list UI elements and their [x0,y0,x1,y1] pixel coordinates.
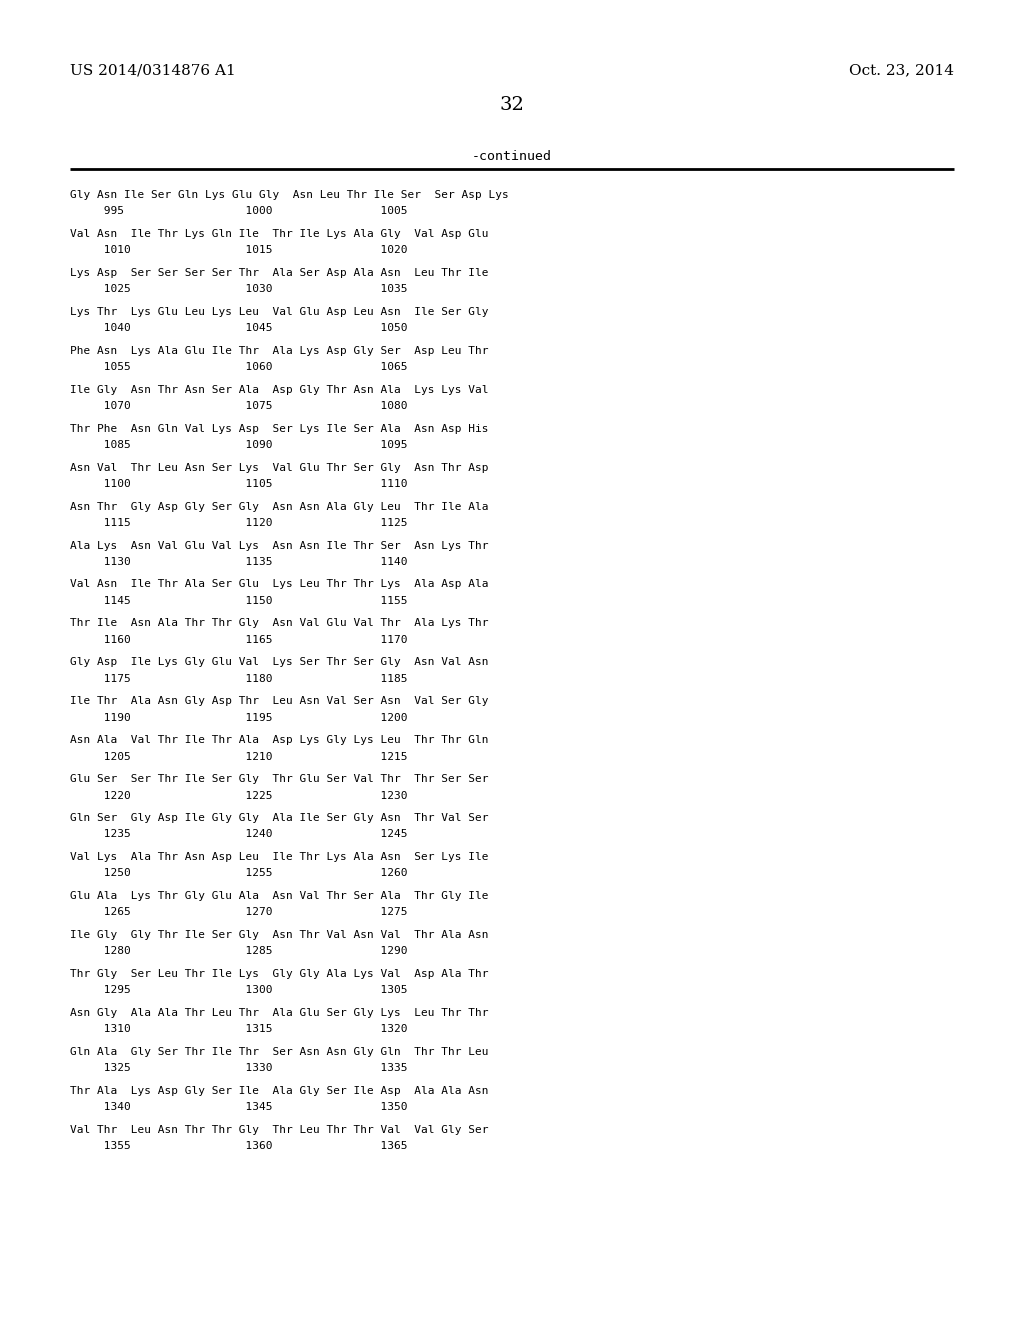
Text: Ile Gly  Gly Thr Ile Ser Gly  Asn Thr Val Asn Val  Thr Ala Asn: Ile Gly Gly Thr Ile Ser Gly Asn Thr Val … [70,929,488,940]
Text: 1055                 1060                1065: 1055 1060 1065 [70,362,408,372]
Text: 1265                 1270                1275: 1265 1270 1275 [70,907,408,917]
Text: Lys Thr  Lys Glu Leu Lys Leu  Val Glu Asp Leu Asn  Ile Ser Gly: Lys Thr Lys Glu Leu Lys Leu Val Glu Asp … [70,306,488,317]
Text: 1235                 1240                1245: 1235 1240 1245 [70,829,408,840]
Text: Asn Gly  Ala Ala Thr Leu Thr  Ala Glu Ser Gly Lys  Leu Thr Thr: Asn Gly Ala Ala Thr Leu Thr Ala Glu Ser … [70,1007,488,1018]
Text: Val Asn  Ile Thr Lys Gln Ile  Thr Ile Lys Ala Gly  Val Asp Glu: Val Asn Ile Thr Lys Gln Ile Thr Ile Lys … [70,230,488,239]
Text: 1325                 1330                1335: 1325 1330 1335 [70,1063,408,1073]
Text: 1130                 1135                1140: 1130 1135 1140 [70,557,408,566]
Text: Val Thr  Leu Asn Thr Thr Gly  Thr Leu Thr Thr Val  Val Gly Ser: Val Thr Leu Asn Thr Thr Gly Thr Leu Thr … [70,1125,488,1135]
Text: 1280                 1285                1290: 1280 1285 1290 [70,946,408,956]
Text: 1310                 1315                1320: 1310 1315 1320 [70,1024,408,1034]
Text: 1040                 1045                1050: 1040 1045 1050 [70,323,408,333]
Text: 1250                 1255                1260: 1250 1255 1260 [70,869,408,878]
Text: Ile Thr  Ala Asn Gly Asp Thr  Leu Asn Val Ser Asn  Val Ser Gly: Ile Thr Ala Asn Gly Asp Thr Leu Asn Val … [70,696,488,706]
Text: 1100                 1105                1110: 1100 1105 1110 [70,479,408,488]
Text: 1205                 1210                1215: 1205 1210 1215 [70,751,408,762]
Text: 1115                 1120                1125: 1115 1120 1125 [70,517,408,528]
Text: -continued: -continued [472,150,552,164]
Text: 1010                 1015                1020: 1010 1015 1020 [70,246,408,255]
Text: 1190                 1195                1200: 1190 1195 1200 [70,713,408,722]
Text: 1160                 1165                1170: 1160 1165 1170 [70,635,408,644]
Text: 1220                 1225                1230: 1220 1225 1230 [70,791,408,800]
Text: 1175                 1180                1185: 1175 1180 1185 [70,673,408,684]
Text: Val Lys  Ala Thr Asn Asp Leu  Ile Thr Lys Ala Asn  Ser Lys Ile: Val Lys Ala Thr Asn Asp Leu Ile Thr Lys … [70,851,488,862]
Text: 1340                 1345                1350: 1340 1345 1350 [70,1102,408,1111]
Text: Asn Ala  Val Thr Ile Thr Ala  Asp Lys Gly Lys Leu  Thr Thr Gln: Asn Ala Val Thr Ile Thr Ala Asp Lys Gly … [70,735,488,746]
Text: 1085                 1090                1095: 1085 1090 1095 [70,440,408,450]
Text: Val Asn  Ile Thr Ala Ser Glu  Lys Leu Thr Thr Lys  Ala Asp Ala: Val Asn Ile Thr Ala Ser Glu Lys Leu Thr … [70,579,488,590]
Text: 1070                 1075                1080: 1070 1075 1080 [70,401,408,411]
Text: Phe Asn  Lys Ala Glu Ile Thr  Ala Lys Asp Gly Ser  Asp Leu Thr: Phe Asn Lys Ala Glu Ile Thr Ala Lys Asp … [70,346,488,356]
Text: 1025                 1030                1035: 1025 1030 1035 [70,284,408,294]
Text: Gln Ser  Gly Asp Ile Gly Gly  Ala Ile Ser Gly Asn  Thr Val Ser: Gln Ser Gly Asp Ile Gly Gly Ala Ile Ser … [70,813,488,824]
Text: US 2014/0314876 A1: US 2014/0314876 A1 [70,63,236,78]
Text: 32: 32 [500,96,524,115]
Text: Glu Ser  Ser Thr Ile Ser Gly  Thr Glu Ser Val Thr  Thr Ser Ser: Glu Ser Ser Thr Ile Ser Gly Thr Glu Ser … [70,774,488,784]
Text: Ala Lys  Asn Val Glu Val Lys  Asn Asn Ile Thr Ser  Asn Lys Thr: Ala Lys Asn Val Glu Val Lys Asn Asn Ile … [70,540,488,550]
Text: Thr Ala  Lys Asp Gly Ser Ile  Ala Gly Ser Ile Asp  Ala Ala Asn: Thr Ala Lys Asp Gly Ser Ile Ala Gly Ser … [70,1085,488,1096]
Text: Asn Val  Thr Leu Asn Ser Lys  Val Glu Thr Ser Gly  Asn Thr Asp: Asn Val Thr Leu Asn Ser Lys Val Glu Thr … [70,462,488,473]
Text: Gly Asn Ile Ser Gln Lys Glu Gly  Asn Leu Thr Ile Ser  Ser Asp Lys: Gly Asn Ile Ser Gln Lys Glu Gly Asn Leu … [70,190,508,201]
Text: Oct. 23, 2014: Oct. 23, 2014 [849,63,954,78]
Text: Asn Thr  Gly Asp Gly Ser Gly  Asn Asn Ala Gly Leu  Thr Ile Ala: Asn Thr Gly Asp Gly Ser Gly Asn Asn Ala … [70,502,488,512]
Text: 995                  1000                1005: 995 1000 1005 [70,206,408,216]
Text: Thr Ile  Asn Ala Thr Thr Gly  Asn Val Glu Val Thr  Ala Lys Thr: Thr Ile Asn Ala Thr Thr Gly Asn Val Glu … [70,618,488,628]
Text: Thr Phe  Asn Gln Val Lys Asp  Ser Lys Ile Ser Ala  Asn Asp His: Thr Phe Asn Gln Val Lys Asp Ser Lys Ile … [70,424,488,434]
Text: Ile Gly  Asn Thr Asn Ser Ala  Asp Gly Thr Asn Ala  Lys Lys Val: Ile Gly Asn Thr Asn Ser Ala Asp Gly Thr … [70,384,488,395]
Text: Glu Ala  Lys Thr Gly Glu Ala  Asn Val Thr Ser Ala  Thr Gly Ile: Glu Ala Lys Thr Gly Glu Ala Asn Val Thr … [70,891,488,902]
Text: Lys Asp  Ser Ser Ser Ser Thr  Ala Ser Asp Ala Asn  Leu Thr Ile: Lys Asp Ser Ser Ser Ser Thr Ala Ser Asp … [70,268,488,279]
Text: 1355                 1360                1365: 1355 1360 1365 [70,1140,408,1151]
Text: 1295                 1300                1305: 1295 1300 1305 [70,985,408,995]
Text: Gln Ala  Gly Ser Thr Ile Thr  Ser Asn Asn Gly Gln  Thr Thr Leu: Gln Ala Gly Ser Thr Ile Thr Ser Asn Asn … [70,1047,488,1057]
Text: Thr Gly  Ser Leu Thr Ile Lys  Gly Gly Ala Lys Val  Asp Ala Thr: Thr Gly Ser Leu Thr Ile Lys Gly Gly Ala … [70,969,488,979]
Text: Gly Asp  Ile Lys Gly Glu Val  Lys Ser Thr Ser Gly  Asn Val Asn: Gly Asp Ile Lys Gly Glu Val Lys Ser Thr … [70,657,488,668]
Text: 1145                 1150                1155: 1145 1150 1155 [70,595,408,606]
